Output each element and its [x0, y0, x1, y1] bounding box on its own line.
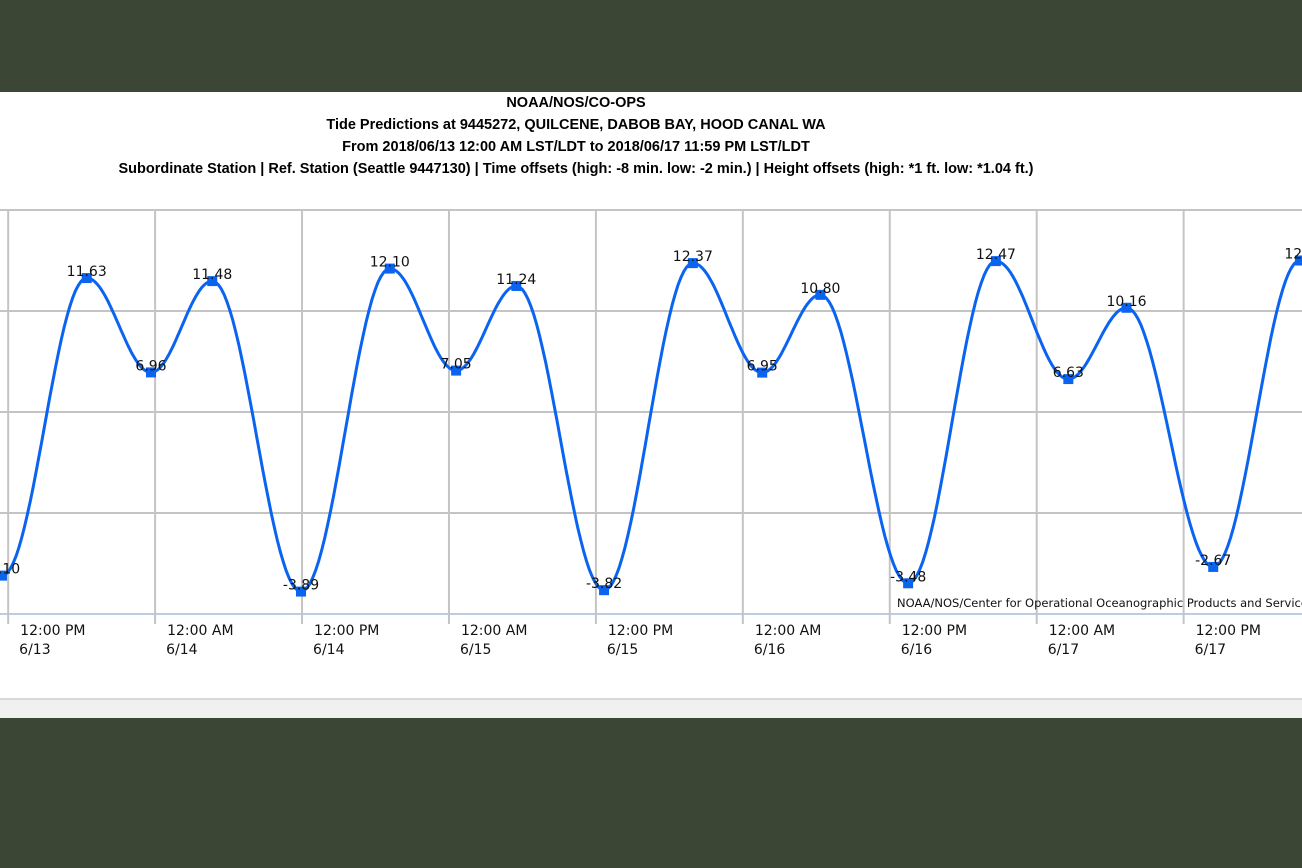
data-point	[1294, 255, 1302, 266]
x-tick-date: 6/17	[1048, 642, 1079, 658]
data-label: 7.05	[441, 357, 472, 373]
chart-subtitle-station: Tide Predictions at 9445272, QUILCENE, D…	[326, 117, 826, 133]
data-label: -3.48	[890, 569, 926, 585]
chart-titles: NOAA/NOS/CO-OPS Tide Predictions at 9445…	[0, 92, 1152, 180]
data-point	[146, 367, 157, 378]
data-point	[296, 586, 307, 597]
data-label: 12.37	[673, 249, 713, 265]
data-point	[990, 256, 1001, 267]
x-tick-date: 6/13	[19, 642, 50, 658]
data-point	[207, 276, 218, 287]
data-label: -2.67	[1195, 553, 1231, 569]
data-point	[757, 367, 768, 378]
data-label: 10.80	[800, 281, 840, 297]
data-label: 12.10	[370, 255, 410, 271]
data-label: 6.63	[1053, 365, 1084, 381]
x-tick-time: 12:00 PM	[314, 623, 379, 639]
data-point	[384, 263, 395, 274]
data-label: -3.10	[0, 562, 20, 578]
data-point	[81, 273, 92, 284]
credit-text: NOAA/NOS/Center for Operational Oceanogr…	[897, 596, 1302, 610]
data-label: 6.95	[747, 359, 778, 375]
x-tick-date: 6/15	[607, 642, 638, 658]
data-point	[1121, 302, 1132, 313]
x-tick-date: 6/17	[1195, 642, 1226, 658]
x-tick-date: 6/14	[166, 642, 198, 658]
data-label: 11.24	[496, 272, 536, 288]
data-label: -3.89	[283, 578, 319, 594]
tide-line	[1, 259, 1301, 594]
data-point	[815, 289, 826, 300]
data-label: 11.48	[192, 267, 232, 283]
data-point	[687, 258, 698, 269]
x-tick-date: 6/16	[754, 642, 786, 658]
data-point	[0, 570, 8, 581]
data-label: 10.16	[1106, 294, 1146, 310]
data-label: 11.63	[67, 264, 107, 280]
x-tick-time: 12:00 AM	[755, 623, 821, 639]
data-point	[1208, 561, 1219, 572]
x-tick-time: 12:00 PM	[20, 623, 85, 639]
x-tick-time: 12:00 AM	[1049, 623, 1115, 639]
chart-subtitle-offsets: Subordinate Station | Ref. Station (Seat…	[118, 161, 1034, 177]
x-tick-date: 6/15	[460, 642, 491, 658]
data-label: 12.47	[976, 247, 1016, 263]
x-tick-time: 12:00 AM	[167, 623, 233, 639]
scrollbar-track[interactable]	[0, 698, 1302, 718]
x-tick-time: 12:00 AM	[461, 623, 527, 639]
data-point	[903, 578, 914, 589]
data-point	[599, 585, 610, 596]
data-label: -3.82	[586, 576, 622, 592]
data-point	[451, 365, 462, 376]
chart-subtitle-range: From 2018/06/13 12:00 AM LST/LDT to 2018…	[342, 139, 810, 155]
chart-title: NOAA/NOS/CO-OPS	[506, 95, 646, 111]
data-label: 12.5	[1284, 247, 1302, 263]
series-group: -3.10 11.63 6.96 11.48 -3.89 12.10 7.05 11.24 -3…	[0, 247, 1302, 597]
data-label: 6.96	[135, 358, 166, 374]
data-point	[511, 280, 522, 291]
x-tick-time: 12:00 PM	[608, 623, 673, 639]
x-tick-date: 6/16	[901, 642, 933, 658]
x-tick-date: 6/14	[313, 642, 345, 658]
x-tick-time: 12:00 PM	[1196, 623, 1261, 639]
data-point	[1063, 374, 1074, 385]
x-tick-time: 12:00 PM	[902, 623, 967, 639]
